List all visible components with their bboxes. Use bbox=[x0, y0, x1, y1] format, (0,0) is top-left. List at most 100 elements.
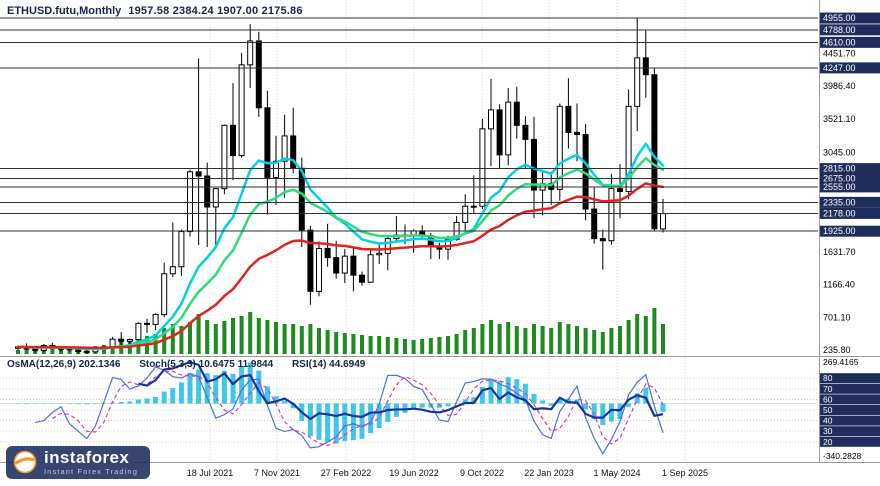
candle-body bbox=[479, 128, 486, 207]
osma-bar bbox=[273, 396, 279, 404]
volume-bar bbox=[265, 320, 270, 354]
volume-bar bbox=[446, 336, 450, 354]
candle-body bbox=[307, 229, 314, 292]
price-label-box bbox=[820, 163, 880, 175]
osma-legend-label: OsMA(12,26,9) 202.1346 bbox=[7, 359, 121, 370]
stochastic-signal-line bbox=[52, 370, 664, 447]
price-axis-label: 4788.00 bbox=[823, 25, 856, 35]
volume-bar bbox=[523, 328, 528, 354]
volume-bar bbox=[179, 326, 184, 354]
osc-axis-label: 30 bbox=[823, 426, 833, 436]
indicator-legend: OsMA(12,26,9) 202.1346 Stoch(5,3,3) 10.6… bbox=[7, 359, 381, 370]
volume-bar bbox=[506, 322, 511, 354]
candle-body bbox=[625, 105, 632, 192]
price-axis-label: 1166.40 bbox=[823, 280, 855, 290]
osma-bar bbox=[419, 403, 425, 408]
price-axis-label: 4955.00 bbox=[823, 13, 856, 23]
candle-body bbox=[238, 64, 245, 157]
volume-bar bbox=[196, 314, 201, 354]
osma-bar bbox=[402, 403, 408, 413]
candle-body bbox=[169, 266, 176, 275]
date-axis-label: 9 Oct 2022 bbox=[460, 468, 504, 478]
volume-bar bbox=[428, 338, 433, 354]
volume-bar bbox=[50, 349, 55, 354]
candle-body bbox=[118, 338, 125, 342]
osc-label-box bbox=[820, 426, 880, 437]
osma-bar bbox=[608, 403, 614, 422]
instaforex-logo-box: instaforex Instant Forex Trading bbox=[6, 446, 150, 479]
osc-axis-label: 40 bbox=[823, 416, 833, 426]
price-axis-label: 4610.00 bbox=[823, 37, 856, 47]
osma-bar bbox=[67, 403, 73, 405]
volume-bar bbox=[437, 337, 442, 354]
osma-bar bbox=[471, 397, 477, 404]
date-axis[interactable]: 18 Jul 2021 7 Nov 2021 27 Feb 2022 19 Jun 2… bbox=[187, 468, 708, 478]
osma-bar bbox=[204, 373, 210, 404]
volume-bar bbox=[16, 350, 20, 354]
date-axis-label: 1 Sep 2025 bbox=[662, 468, 708, 478]
volume-bar bbox=[213, 324, 218, 354]
osc-axis-label: 60 bbox=[823, 394, 833, 404]
osma-bar bbox=[626, 403, 632, 407]
price-axis-label: 2335.00 bbox=[823, 197, 856, 207]
candle-body bbox=[178, 231, 185, 268]
osma-bar bbox=[58, 403, 64, 405]
volume-bar bbox=[291, 324, 296, 354]
osma-bar bbox=[368, 403, 374, 434]
watermark-tagline: Instant Forex Trading bbox=[44, 466, 138, 476]
candle-body bbox=[187, 171, 193, 233]
date-axis-label: 7 Nov 2021 bbox=[254, 468, 300, 478]
osma-bar bbox=[462, 399, 468, 404]
candle-body bbox=[651, 74, 658, 230]
osma-bar bbox=[411, 403, 417, 410]
volume-bar bbox=[411, 340, 416, 354]
volume-bar bbox=[274, 322, 278, 354]
date-axis-label: 22 Jan 2023 bbox=[524, 468, 574, 478]
volume-bar bbox=[643, 316, 648, 354]
price-axis-label: 2178.00 bbox=[823, 208, 856, 218]
osma-bar bbox=[24, 403, 30, 405]
support-resistance-lines[interactable] bbox=[0, 17, 818, 232]
candle-body bbox=[617, 188, 623, 192]
price-label-box bbox=[820, 225, 880, 237]
osma-bar bbox=[454, 403, 460, 404]
volume-bar bbox=[618, 326, 622, 354]
osma-bar bbox=[376, 403, 382, 429]
candle-body bbox=[333, 257, 340, 274]
candle-body bbox=[496, 109, 503, 156]
osma-bar bbox=[514, 379, 520, 404]
osma-bar bbox=[92, 403, 98, 405]
osc-axis-label: 80 bbox=[823, 373, 833, 383]
candle-body bbox=[230, 124, 236, 157]
candle-body bbox=[152, 314, 159, 325]
osc-label-box bbox=[820, 436, 880, 447]
price-axis-label: 2555.00 bbox=[823, 182, 856, 192]
osma-bar bbox=[221, 370, 227, 404]
osma-bar bbox=[32, 403, 38, 405]
osma-bar bbox=[247, 362, 253, 404]
price-label-box bbox=[820, 36, 880, 48]
price-axis-label: 2815.00 bbox=[823, 164, 856, 174]
osma-bar bbox=[118, 401, 124, 404]
candle-body bbox=[384, 238, 391, 254]
volume-bar bbox=[282, 324, 287, 354]
volume-bar bbox=[231, 318, 235, 354]
candle-body bbox=[212, 188, 219, 208]
price-axis-label: 4247.00 bbox=[823, 63, 856, 73]
price-label-box bbox=[820, 207, 880, 219]
osma-bar bbox=[479, 386, 485, 404]
price-axis-label: 235.80 bbox=[823, 345, 851, 355]
osma-bar bbox=[230, 373, 236, 404]
volume-bar bbox=[299, 326, 304, 354]
volume-bar bbox=[549, 328, 554, 354]
osma-bar bbox=[591, 403, 597, 420]
volume-bar bbox=[170, 324, 175, 354]
volume-bar bbox=[239, 316, 244, 354]
candle-body bbox=[83, 350, 90, 353]
osma-bar bbox=[170, 388, 176, 404]
date-axis-label: 1 May 2024 bbox=[593, 468, 640, 478]
candle-body bbox=[367, 254, 374, 283]
